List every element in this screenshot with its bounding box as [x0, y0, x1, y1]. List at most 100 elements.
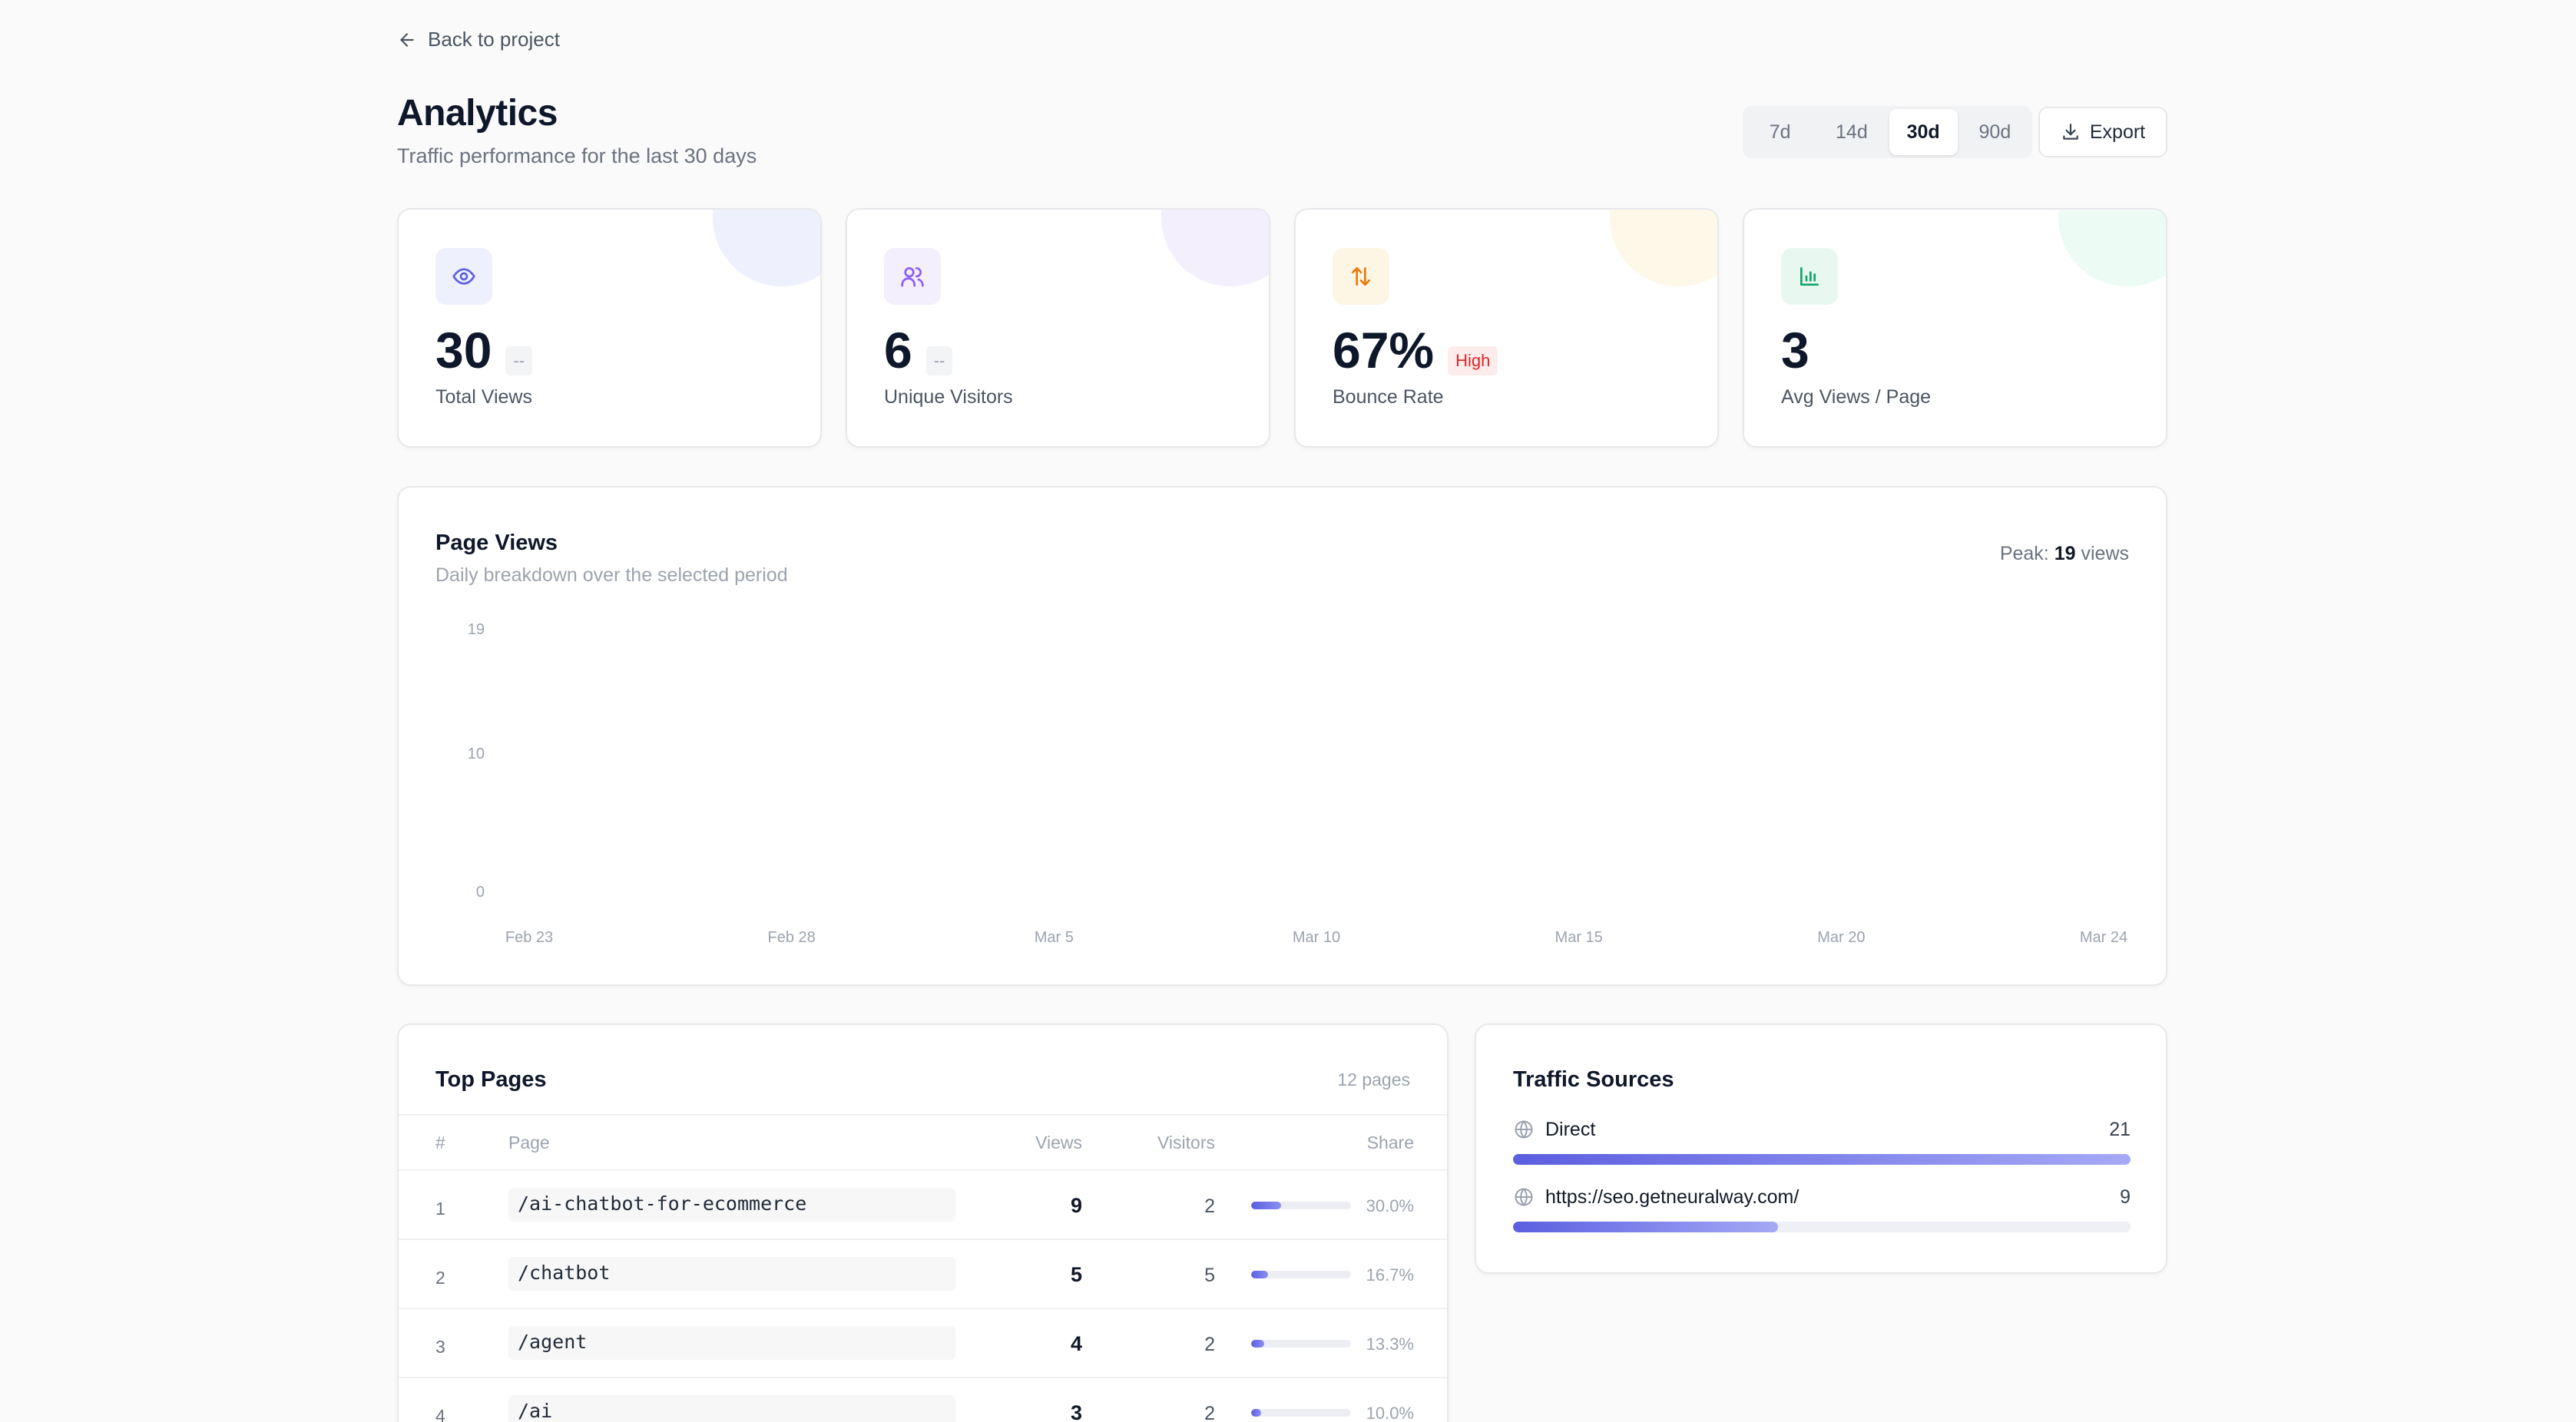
share-bar: [1251, 1409, 1351, 1417]
page-path: /chatbot: [508, 1257, 955, 1291]
row-visitors: 2: [1204, 1334, 1215, 1355]
page-path: /ai-chatbot-for-ecommerce: [508, 1188, 955, 1222]
row-rank: 2: [435, 1268, 445, 1288]
y-tick-label: 19: [468, 621, 485, 638]
stat-label: Unique Visitors: [884, 386, 1013, 408]
stat-value: 67%: [1333, 322, 1435, 379]
stat-card-avg-views: 3 Avg Views / Page: [1743, 208, 2167, 448]
table-row[interactable]: 3/agent 4 2 13.3%: [399, 1309, 1447, 1378]
row-visitors: 5: [1204, 1265, 1215, 1286]
users-icon: [901, 267, 924, 287]
users-icon-badge: [884, 248, 941, 305]
source-bar-fill: [1513, 1222, 1778, 1232]
x-tick-label: Mar 5: [1035, 929, 1074, 946]
source-name: Direct: [1545, 1119, 1596, 1140]
decorative-blob: [2058, 210, 2166, 286]
bar-chart-icon: [1800, 267, 1819, 286]
share-bar: [1251, 1271, 1351, 1278]
eye-icon: [452, 268, 475, 285]
column-header-visitors: Visitors: [1157, 1133, 1215, 1152]
eye-icon-badge: [435, 248, 492, 305]
x-tick-label: Mar 24: [2080, 929, 2127, 946]
page-subtitle: Traffic performance for the last 30 days: [397, 144, 757, 167]
table-row[interactable]: 1/ai-chatbot-for-ecommerce 9 2 30.0%: [399, 1171, 1447, 1240]
export-button[interactable]: Export: [2038, 107, 2167, 157]
arrows-up-down-icon: [1352, 267, 1370, 286]
decorative-blob: [1610, 210, 1717, 286]
y-tick-label: 0: [476, 884, 485, 901]
share-bar: [1251, 1340, 1351, 1348]
share-bar-fill: [1251, 1340, 1265, 1348]
table-row[interactable]: 4/ai 3 2 10.0%: [399, 1378, 1447, 1422]
row-share: 16.7%: [1366, 1265, 1414, 1285]
stat-card-bounce-rate: 67% High Bounce Rate: [1294, 208, 1719, 448]
row-rank: 1: [435, 1199, 445, 1219]
range-30d-button[interactable]: 30d: [1889, 109, 1958, 155]
arrows-icon-badge: [1333, 248, 1389, 305]
page-title: Analytics: [397, 93, 558, 134]
row-share: 10.0%: [1366, 1404, 1414, 1422]
chart-subtitle: Daily breakdown over the selected period: [435, 564, 788, 586]
x-tick-label: Mar 20: [1817, 929, 1865, 946]
stat-card-total-views: 30 -- Total Views: [397, 208, 822, 448]
decorative-blob: [713, 210, 820, 286]
peak-prefix: Peak:: [1999, 543, 2049, 564]
x-tick-label: Mar 15: [1555, 929, 1603, 946]
y-tick-label: 10: [468, 746, 485, 762]
table-row[interactable]: 2/chatbot 5 5 16.7%: [399, 1240, 1447, 1309]
share-bar-fill: [1251, 1202, 1281, 1209]
bar-chart-icon-badge: [1781, 248, 1838, 305]
stat-value-row: 67% High: [1333, 325, 1498, 375]
stat-value: 30: [435, 322, 492, 379]
row-views: 4: [1070, 1332, 1082, 1355]
stat-label: Bounce Rate: [1333, 386, 1444, 408]
top-pages-title: Top Pages: [435, 1067, 547, 1092]
row-views: 9: [1070, 1194, 1082, 1217]
row-views: 5: [1070, 1263, 1082, 1286]
export-label: Export: [2089, 121, 2146, 143]
source-count: 21: [2109, 1119, 2131, 1140]
back-label: Back to project: [428, 28, 560, 51]
range-7d-button[interactable]: 7d: [1769, 121, 1791, 143]
column-header-rank: #: [435, 1133, 445, 1152]
column-header-page: Page: [508, 1133, 550, 1152]
share-bar: [1251, 1202, 1351, 1209]
traffic-source-item[interactable]: https://seo.getneuralway.com/9: [1513, 1183, 2131, 1245]
source-name: https://seo.getneuralway.com/: [1545, 1186, 1800, 1208]
source-bar-fill: [1513, 1154, 2131, 1165]
change-badge: --: [505, 346, 533, 375]
traffic-sources-title: Traffic Sources: [1513, 1067, 1674, 1092]
traffic-sources-card: Traffic Sources Direct 21 https://seo.getn…: [1475, 1024, 2167, 1274]
traffic-source-item[interactable]: Direct 21: [1513, 1116, 2131, 1177]
range-90d-button[interactable]: 90d: [1978, 121, 2011, 143]
range-14d-button[interactable]: 14d: [1836, 121, 1868, 143]
page-path: /ai: [508, 1395, 955, 1422]
row-visitors: 2: [1204, 1403, 1215, 1422]
x-tick-label: Feb 23: [505, 929, 553, 946]
share-bar-fill: [1251, 1409, 1261, 1417]
row-rank: 4: [435, 1406, 445, 1422]
stat-value-row: 3: [1781, 325, 1809, 375]
row-visitors: 2: [1204, 1195, 1215, 1217]
pages-count: 12 pages: [1337, 1070, 1410, 1090]
stat-value: 3: [1781, 322, 1809, 379]
stat-label: Total Views: [435, 386, 532, 408]
row-share: 30.0%: [1366, 1196, 1414, 1215]
peak-suffix: views: [2081, 543, 2129, 564]
column-header-views: Views: [1035, 1133, 1082, 1152]
table-header: # Page Views Visitors Share: [399, 1114, 1447, 1171]
decorative-blob: [1161, 210, 1269, 286]
high-badge: High: [1448, 346, 1498, 375]
row-share: 13.3%: [1366, 1334, 1414, 1354]
back-to-project-link[interactable]: Back to project: [397, 28, 560, 51]
stat-label: Avg Views / Page: [1781, 386, 1932, 408]
x-tick-label: Mar 10: [1293, 929, 1340, 946]
chart-title: Page Views: [435, 531, 558, 555]
share-bar-fill: [1251, 1271, 1268, 1278]
globe-icon: [1515, 1120, 1533, 1139]
source-bar: [1513, 1154, 2131, 1165]
column-header-share: Share: [1366, 1133, 1414, 1152]
stat-card-unique-visitors: 6 -- Unique Visitors: [846, 208, 1270, 448]
stat-value-row: 6 --: [884, 325, 953, 375]
row-rank: 3: [435, 1337, 445, 1357]
